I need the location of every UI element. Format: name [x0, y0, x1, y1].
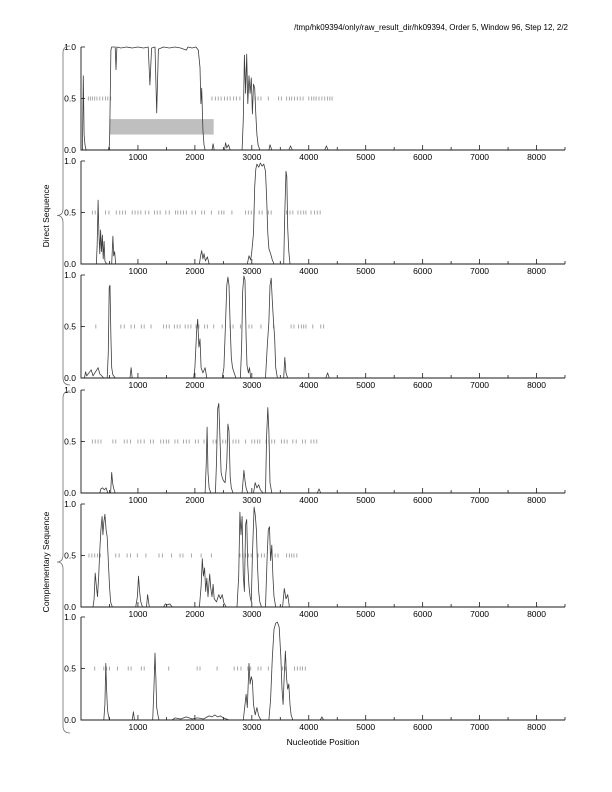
panel-4-xtick-label: 7000: [470, 495, 489, 505]
direct-sequence-brace: [56, 45, 71, 386]
panel-3-xtick-label: 4000: [299, 380, 318, 390]
panel-5-ytick-label: 0.5: [64, 551, 76, 561]
panel-4: 0.0 0.5 1.0 1000 2000 3000 4000 5000 6000 7000 800…: [64, 385, 566, 505]
panel-2-xtick-label: 6000: [413, 266, 432, 276]
panel-2-xtick-label: 2000: [185, 266, 204, 276]
panel-3-xtick-label: 1000: [128, 380, 147, 390]
panel-6-xtick-label: 1000: [128, 722, 147, 732]
panel-6-xtick-label: 7000: [470, 722, 489, 732]
panel-5-xtick-label: 3000: [242, 609, 261, 619]
panel-3-xtick-label: 3000: [242, 380, 261, 390]
panel-4-xtick-label: 1000: [128, 495, 147, 505]
panel-6-xtick-label: 2000: [185, 722, 204, 732]
panel-6-xtick-label: 8000: [527, 722, 546, 732]
panel-5-xtick-label: 6000: [413, 609, 432, 619]
panel-1-region: [109, 119, 214, 135]
panel-1-xtick-label: 4000: [299, 152, 318, 162]
panel-4-ytick-label: 0.0: [64, 488, 76, 498]
panel-6-ytick-label: 0.5: [64, 664, 76, 674]
panel-3-ytick-label: 0.0: [64, 373, 76, 383]
x-axis-label: Nucleotide Position: [286, 737, 360, 747]
panel-3-xtick-label: 2000: [185, 380, 204, 390]
panel-3: 0.0 0.5 1.0 1000 2000 3000 4000 5000 6000 7000 800…: [64, 270, 566, 390]
panel-2-xtick-label: 5000: [356, 266, 375, 276]
panel-1-ytick-label: 1.0: [64, 42, 76, 52]
panel-5-xtick-label: 8000: [527, 609, 546, 619]
panel-3-ytick-label: 1.0: [64, 270, 76, 280]
panel-1-curve: [81, 46, 565, 151]
panel-3-xtick-label: 6000: [413, 380, 432, 390]
panel-4-ytick-label: 0.5: [64, 437, 76, 447]
panel-6-xtick-label: 4000: [299, 722, 318, 732]
panel-5: 0.0 0.5 1.0 1000 2000 3000 4000 5000 6000 7000 800…: [64, 499, 566, 619]
panel-1-xtick-label: 2000: [185, 152, 204, 162]
panel-5-xtick-label: 1000: [128, 609, 147, 619]
panel-2-ytick-label: 0.0: [64, 259, 76, 269]
panel-5-ytick-label: 1.0: [64, 499, 76, 509]
panel-2-xtick-label: 7000: [470, 266, 489, 276]
panel-2-ytick-label: 0.5: [64, 208, 76, 218]
panel-1-xtick-label: 1000: [128, 152, 147, 162]
panel-6-ytick-label: 1.0: [64, 612, 76, 622]
panel-1-ytick-label: 0.0: [64, 145, 76, 155]
panel-4-xtick-label: 8000: [527, 495, 546, 505]
panel-2-xtick-label: 4000: [299, 266, 318, 276]
panel-6-ytick-label: 0.0: [64, 715, 76, 725]
panel-3-xtick-label: 7000: [470, 380, 489, 390]
panel-3-curve: [81, 275, 565, 379]
panel-1: 0.0 0.5 1.0 1000 2000 3000 4000 5000 6000 7000 800…: [64, 42, 566, 162]
panel-4-xtick-label: 6000: [413, 495, 432, 505]
panel-2-curve: [81, 162, 565, 265]
panel-3-xtick-label: 5000: [356, 380, 375, 390]
panel-5-xtick-label: 2000: [185, 609, 204, 619]
panel-3-xtick-label: 8000: [527, 380, 546, 390]
panel-5-xtick-label: 7000: [470, 609, 489, 619]
panel-2: 0.0 0.5 1.0 1000 2000 3000 4000 5000 6000 7000 800…: [64, 156, 566, 276]
panel-2-xtick-label: 3000: [242, 266, 261, 276]
plot-title: /tmp/hk09394/only/raw_result_dir/hk09394…: [294, 23, 568, 32]
panel-6-xtick-label: 3000: [242, 722, 261, 732]
panel-2-xtick-label: 8000: [527, 266, 546, 276]
panel-4-xtick-label: 4000: [299, 495, 318, 505]
panel-4-curve: [81, 402, 565, 494]
panel-3-ytick-label: 0.5: [64, 322, 76, 332]
panel-2-ytick-label: 1.0: [64, 156, 76, 166]
panel-5-ytick-label: 0.0: [64, 602, 76, 612]
panel-4-xtick-label: 3000: [242, 495, 261, 505]
panel-5-xtick-label: 4000: [299, 609, 318, 619]
panel-1-xtick-label: 3000: [242, 152, 261, 162]
panel-4-ytick-label: 1.0: [64, 385, 76, 395]
panel-6-curve: [81, 621, 565, 721]
panel-5-curve: [81, 506, 565, 608]
panel-1-xtick-label: 6000: [413, 152, 432, 162]
panel-4-xtick-label: 5000: [356, 495, 375, 505]
panel-1-xtick-label: 7000: [470, 152, 489, 162]
complementary-sequence-brace: [56, 390, 71, 734]
panel-5-axes: [80, 504, 565, 608]
panel-6: 0.0 0.5 1.0 1000 2000 3000 4000 5000 6000 7000 800…: [64, 612, 566, 732]
panel-6-xtick-label: 6000: [413, 722, 432, 732]
panel-2-axes: [80, 161, 565, 265]
panel-3-axes: [80, 275, 565, 379]
panel-4-xtick-label: 2000: [185, 495, 204, 505]
panel-2-xtick-label: 1000: [128, 266, 147, 276]
panel-5-xtick-label: 5000: [356, 609, 375, 619]
panel-1-ytick-label: 0.5: [64, 94, 76, 104]
panel-1-xtick-label: 5000: [356, 152, 375, 162]
panel-1-xtick-label: 8000: [527, 152, 546, 162]
panel-6-xtick-label: 5000: [356, 722, 375, 732]
